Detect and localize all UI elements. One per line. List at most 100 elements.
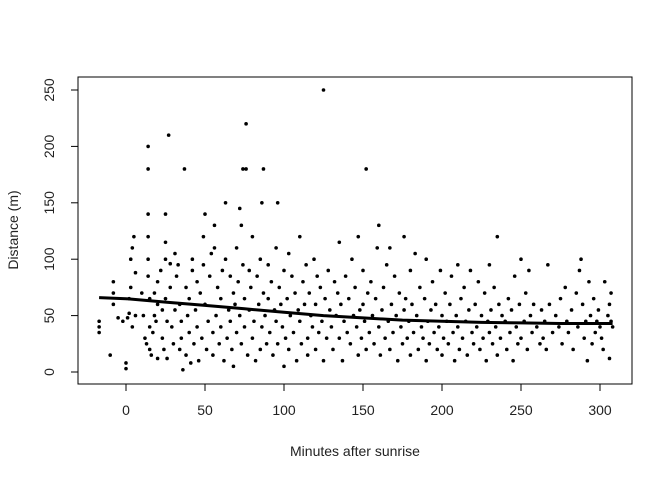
- data-point: [125, 316, 130, 320]
- data-point: [247, 268, 252, 273]
- data-point: [174, 274, 179, 278]
- data-point: [212, 223, 217, 228]
- data-point: [354, 325, 359, 329]
- data-point: [111, 279, 116, 284]
- data-point: [242, 325, 247, 329]
- data-point: [380, 308, 384, 312]
- data-point: [124, 366, 128, 371]
- data-point: [249, 285, 253, 290]
- data-point: [250, 234, 255, 239]
- data-point: [146, 212, 150, 216]
- x-tick-label: 300: [588, 402, 612, 418]
- data-point: [130, 325, 135, 329]
- data-point: [146, 144, 150, 149]
- y-tick-label: 100: [41, 247, 57, 271]
- data-point: [298, 234, 302, 239]
- data-point: [128, 285, 133, 290]
- data-point: [195, 325, 199, 329]
- data-point: [158, 268, 163, 273]
- y-tick-label: 250: [41, 78, 57, 102]
- data-point: [179, 319, 184, 324]
- data-point: [457, 347, 462, 352]
- data-point: [128, 257, 133, 262]
- data-point: [395, 358, 400, 363]
- data-point: [212, 246, 217, 250]
- data-point: [207, 274, 212, 278]
- data-point: [209, 251, 214, 256]
- data-point: [465, 353, 470, 357]
- data-point: [514, 325, 519, 329]
- data-point: [141, 313, 146, 318]
- data-point: [130, 246, 135, 250]
- data-point: [512, 274, 517, 278]
- x-tick-label: 100: [272, 402, 296, 418]
- data-point: [487, 263, 492, 267]
- data-point: [140, 291, 144, 295]
- data-point: [253, 358, 258, 363]
- data-point: [225, 336, 229, 340]
- data-point: [482, 291, 487, 295]
- data-point: [400, 342, 405, 346]
- data-point: [228, 319, 233, 324]
- data-point: [508, 330, 512, 335]
- data-point: [397, 291, 402, 295]
- data-point: [242, 296, 247, 301]
- data-point: [560, 342, 564, 346]
- data-point: [402, 234, 406, 239]
- data-point: [331, 347, 335, 352]
- data-point: [362, 319, 367, 324]
- data-point: [474, 325, 479, 329]
- data-point: [384, 263, 389, 267]
- data-point: [196, 358, 201, 363]
- data-point: [163, 257, 168, 262]
- data-point: [335, 291, 340, 295]
- data-point: [411, 330, 416, 335]
- data-point: [211, 353, 215, 357]
- data-point: [430, 279, 435, 284]
- data-point: [307, 291, 312, 295]
- data-point: [509, 308, 514, 312]
- data-point: [361, 302, 365, 307]
- data-point: [511, 358, 515, 363]
- data-point: [236, 279, 240, 284]
- data-point: [182, 167, 187, 171]
- data-point: [237, 206, 242, 211]
- data-point: [316, 330, 321, 335]
- data-point: [152, 313, 157, 318]
- data-point: [346, 296, 351, 301]
- data-point: [264, 342, 269, 346]
- data-point: [459, 296, 463, 301]
- data-point: [228, 274, 233, 278]
- data-point: [487, 330, 492, 335]
- data-point: [443, 291, 447, 295]
- data-point: [318, 285, 323, 290]
- data-point: [177, 347, 182, 352]
- data-point: [460, 336, 465, 340]
- data-point: [305, 336, 310, 340]
- data-point: [294, 358, 299, 363]
- data-point: [163, 240, 168, 245]
- data-point: [165, 319, 169, 324]
- data-point: [187, 330, 191, 335]
- data-point: [250, 336, 255, 340]
- data-point: [146, 234, 150, 239]
- data-point: [321, 358, 326, 363]
- data-point: [408, 353, 413, 357]
- data-point: [283, 336, 288, 340]
- data-point: [219, 296, 223, 301]
- data-point: [237, 313, 242, 318]
- data-point: [550, 330, 555, 335]
- data-point: [402, 308, 406, 312]
- data-point: [377, 223, 381, 228]
- data-point: [206, 319, 210, 324]
- data-point: [388, 246, 392, 250]
- data-point: [531, 302, 536, 307]
- data-point: [204, 347, 209, 352]
- data-point: [328, 308, 332, 312]
- data-point: [478, 347, 482, 352]
- data-point: [299, 342, 304, 346]
- data-point: [127, 311, 131, 316]
- data-point: [345, 330, 350, 335]
- data-point: [392, 274, 397, 278]
